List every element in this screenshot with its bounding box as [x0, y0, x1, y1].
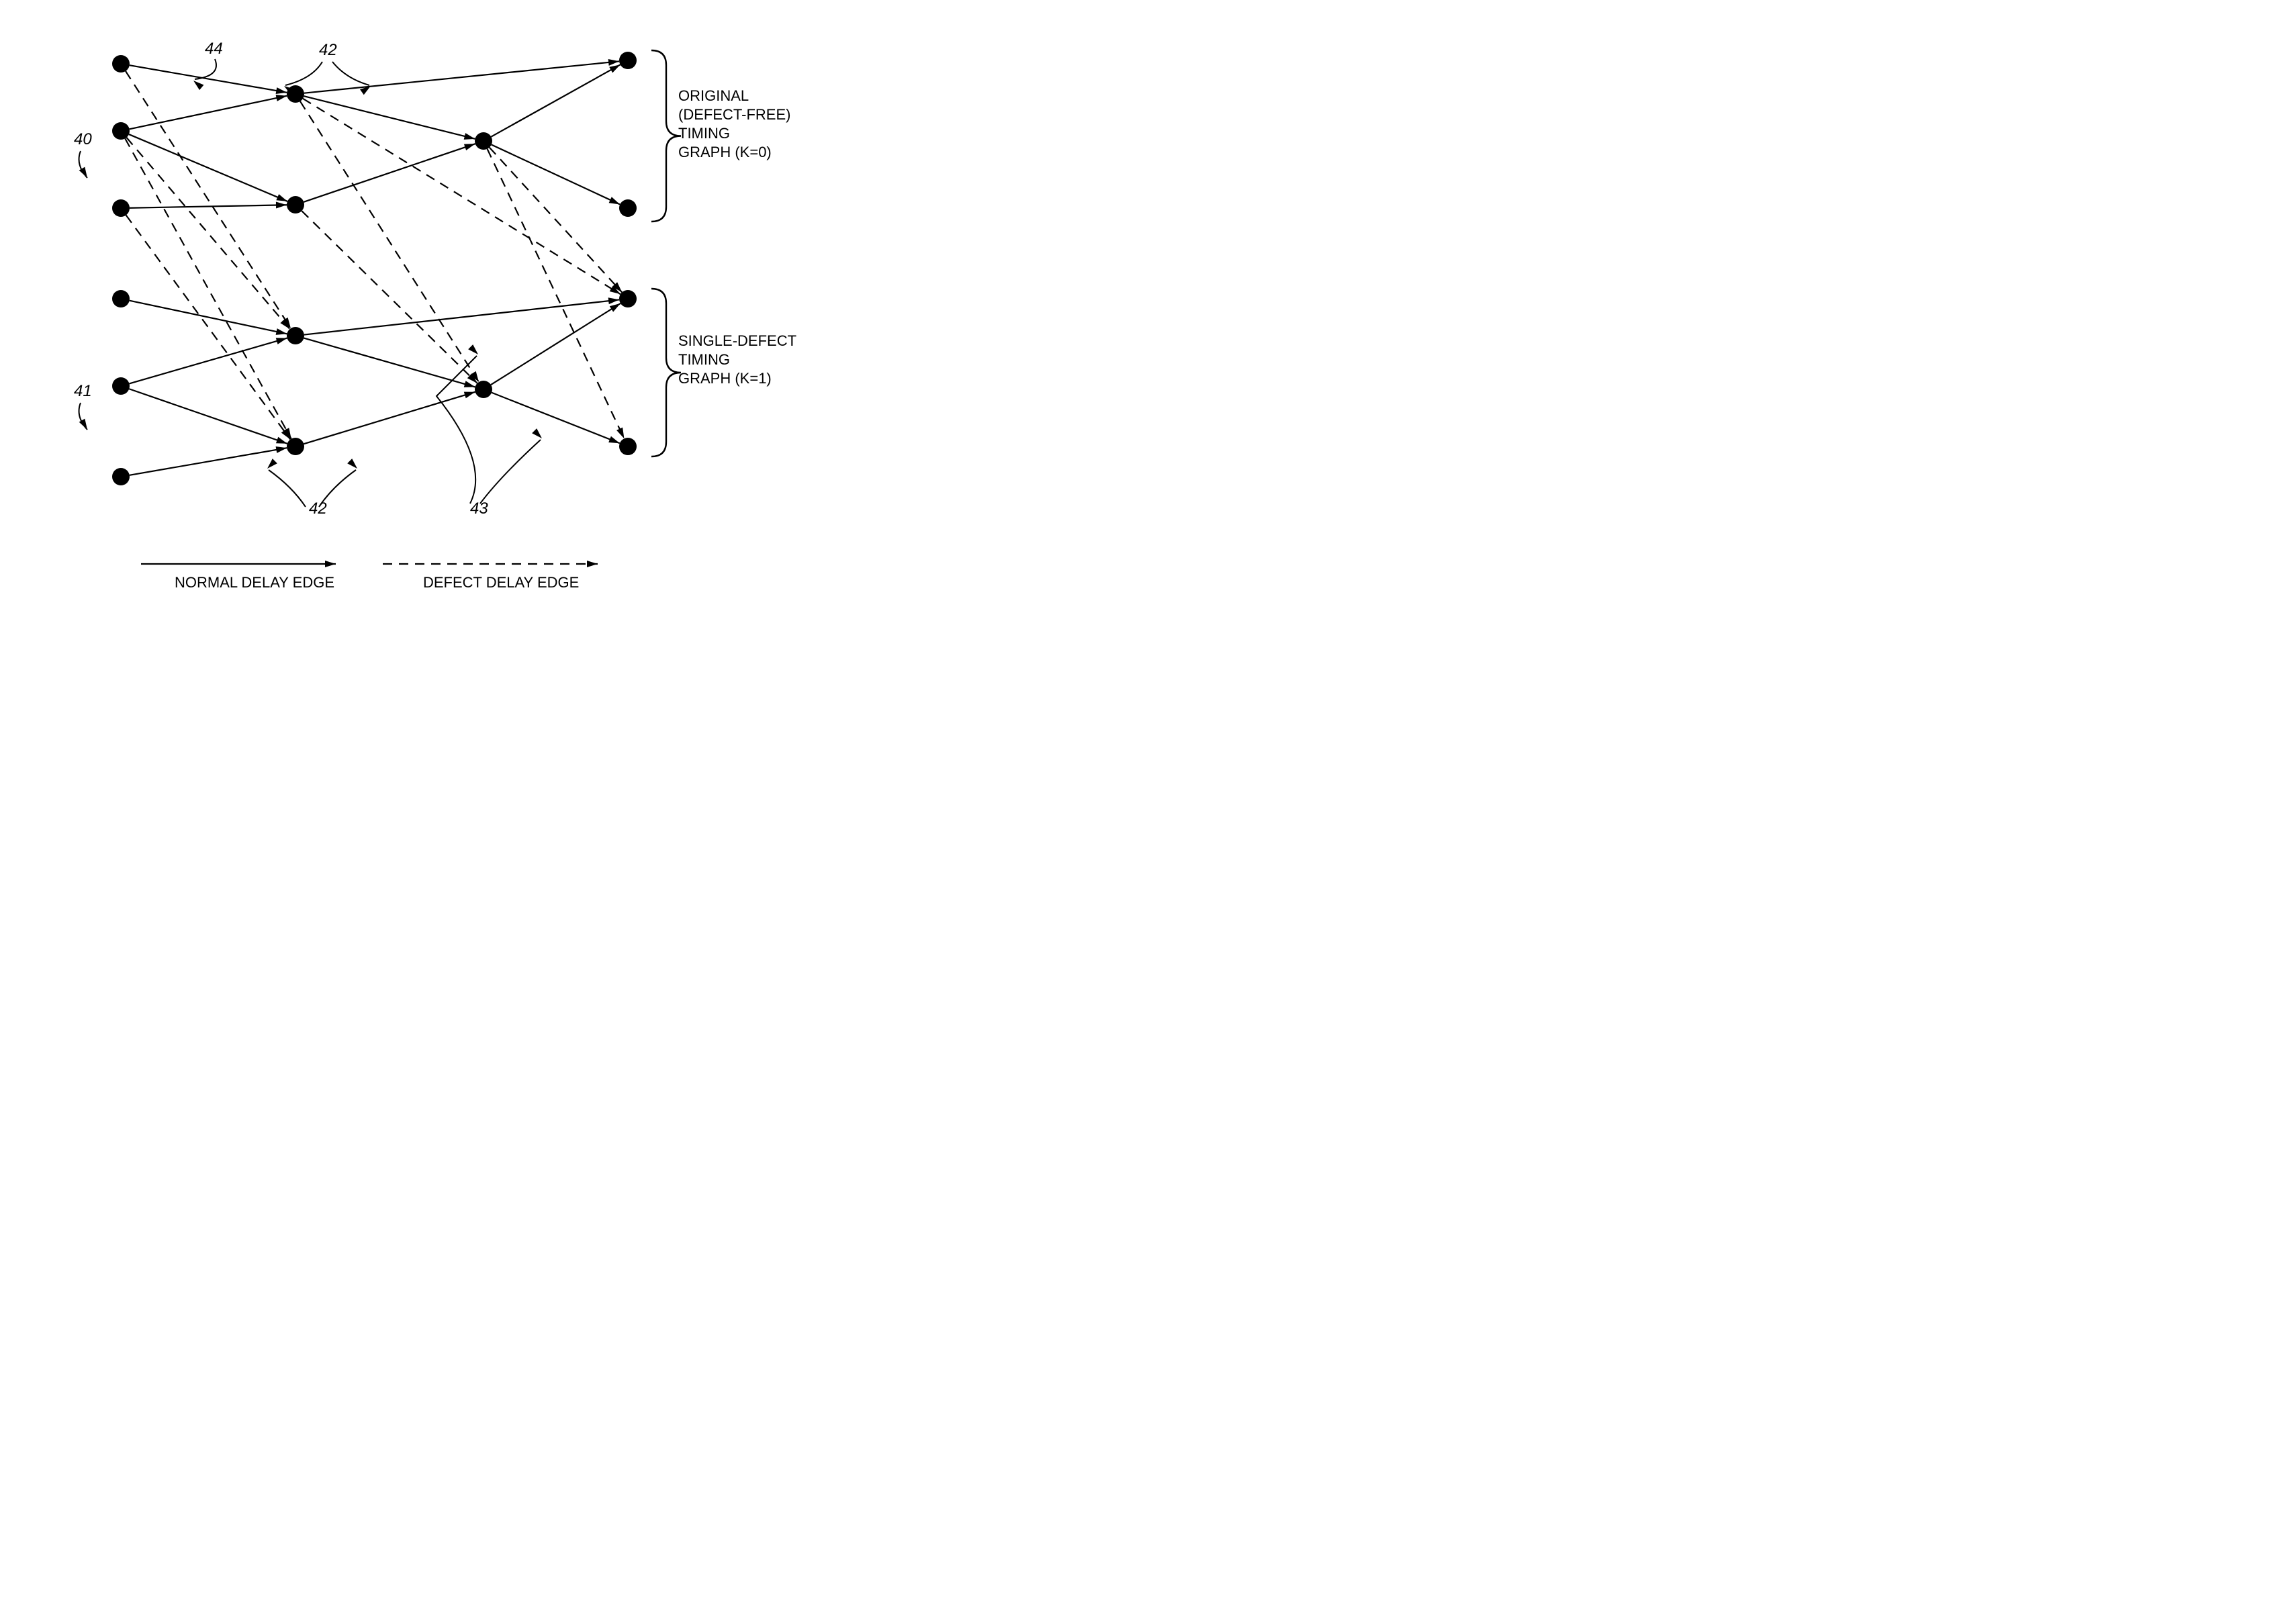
ref-label: 44	[205, 40, 223, 58]
edges-layer	[125, 59, 624, 475]
defect-delay-edge	[302, 211, 477, 383]
arrowhead	[464, 133, 475, 140]
braces-layer	[651, 50, 681, 457]
arrowhead	[276, 95, 287, 101]
normal-delay-edge	[130, 448, 287, 475]
defect-delay-edge	[125, 138, 291, 438]
arrowhead	[276, 338, 287, 344]
defect-delay-edge	[300, 101, 479, 382]
normal-delay-edge	[130, 301, 287, 334]
normal-delay-edge	[492, 144, 620, 204]
legend-normal-label: NORMAL DELAY EDGE	[175, 574, 334, 591]
arrowhead	[532, 428, 542, 438]
graph-node	[287, 438, 304, 455]
graph-node	[112, 55, 130, 73]
ref-label: 43	[470, 499, 488, 518]
arrowhead	[79, 167, 87, 178]
normal-delay-edge	[304, 96, 475, 139]
normal-delay-edge	[129, 338, 287, 384]
ref-label: 40	[74, 130, 92, 148]
side-label-line: GRAPH (K=0)	[678, 144, 772, 160]
side-label-line: GRAPH (K=1)	[678, 370, 772, 387]
graph-node	[475, 132, 492, 150]
defect-delay-edge	[490, 148, 622, 293]
arrowhead	[193, 81, 203, 90]
normal-delay-edge	[492, 393, 620, 443]
arrowhead	[609, 64, 620, 73]
leaders	[79, 59, 542, 507]
leader-line	[195, 59, 216, 79]
side-label-line: SINGLE-DEFECT	[678, 332, 796, 349]
normal-delay-edge	[491, 303, 621, 385]
graph-node	[619, 199, 637, 217]
arrowhead	[616, 428, 624, 439]
leader-line	[269, 470, 306, 507]
graph-node	[112, 199, 130, 217]
arrowhead	[347, 459, 357, 469]
side-label-line: (DEFECT-FREE)	[678, 106, 790, 123]
arrowhead	[276, 87, 287, 94]
graph-node	[112, 290, 130, 307]
normal-delay-edge	[491, 64, 620, 136]
defect-delay-edge	[488, 149, 625, 438]
defect-delay-edge	[126, 138, 289, 329]
arrowhead	[609, 197, 621, 204]
defect-delay-edge	[303, 99, 621, 294]
graph-node	[619, 438, 637, 455]
leader-line	[332, 62, 369, 85]
graph-node	[287, 196, 304, 213]
normal-delay-edge	[129, 389, 287, 443]
arrowhead	[276, 202, 287, 209]
arrowhead	[276, 194, 287, 201]
arrowhead	[587, 561, 598, 567]
arrowhead	[276, 328, 287, 335]
leader-line	[480, 440, 541, 504]
ref-label: 41	[74, 382, 92, 400]
arrowhead	[610, 303, 621, 312]
arrowhead	[267, 459, 277, 469]
brace	[651, 289, 681, 457]
graph-node	[112, 122, 130, 140]
arrowhead	[608, 59, 619, 66]
arrowhead	[464, 392, 475, 399]
arrowhead	[608, 297, 619, 304]
arrowhead	[325, 561, 336, 567]
arrowhead	[464, 144, 475, 150]
graph-node	[619, 52, 637, 69]
ref-labels: 40 41 44 42 42 43	[74, 40, 488, 518]
side-label-line: TIMING	[678, 125, 730, 142]
graph-node	[475, 381, 492, 398]
arrowhead	[276, 437, 287, 444]
side-label-line: TIMING	[678, 351, 730, 368]
arrowhead	[468, 344, 478, 354]
brace	[651, 50, 681, 222]
legend: NORMAL DELAY EDGE DEFECT DELAY EDGE	[141, 561, 598, 591]
arrowhead	[464, 381, 475, 387]
defect-delay-edge	[126, 215, 291, 439]
side-labels: ORIGINAL (DEFECT-FREE) TIMING GRAPH (K=0) SI…	[678, 87, 796, 387]
normal-delay-edge	[130, 65, 287, 93]
arrowhead	[276, 446, 287, 453]
normal-delay-edge	[304, 338, 475, 387]
defect-delay-edge	[126, 71, 291, 328]
graph-node	[112, 468, 130, 485]
side-label-line: ORIGINAL	[678, 87, 749, 104]
arrowhead	[608, 436, 620, 444]
graph-node	[619, 290, 637, 307]
normal-delay-edge	[130, 205, 287, 208]
graph-node	[287, 327, 304, 344]
ref-label: 42	[319, 41, 337, 59]
normal-delay-edge	[304, 392, 475, 444]
legend-defect-label: DEFECT DELAY EDGE	[423, 574, 579, 591]
normal-delay-edge	[130, 96, 287, 130]
arrowhead	[79, 419, 87, 430]
leader-line	[285, 62, 322, 85]
ref-label: 42	[309, 499, 327, 518]
graph-node	[112, 377, 130, 395]
